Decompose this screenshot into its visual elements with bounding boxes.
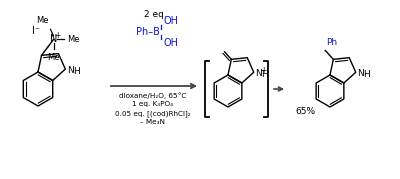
Text: OH: OH [164,38,179,48]
Text: Me: Me [36,16,48,25]
Text: N: N [67,66,74,75]
Text: OH: OH [164,16,179,26]
Text: 65%: 65% [295,107,315,115]
Text: N: N [357,69,364,78]
Text: H: H [73,67,80,76]
Text: – Me₃N: – Me₃N [140,119,166,125]
Text: 2 eq.: 2 eq. [144,9,166,18]
Text: +: + [260,66,267,75]
Text: Me: Me [47,53,60,62]
Text: H: H [363,70,370,79]
Text: N: N [50,34,57,44]
Text: Me: Me [68,35,80,44]
Text: 0.05 eq. [(cod)RhCl]₂: 0.05 eq. [(cod)RhCl]₂ [115,110,191,117]
Text: 1 eq. K₃PO₄: 1 eq. K₃PO₄ [132,101,174,107]
Text: +: + [54,31,61,40]
Text: Ph: Ph [326,38,338,47]
Text: H: H [261,70,268,79]
Text: N: N [255,69,262,78]
Text: Ph–B: Ph–B [136,27,160,37]
Text: I⁻: I⁻ [32,26,40,36]
Text: dioxane/H₂O, 65°C: dioxane/H₂O, 65°C [119,92,187,99]
